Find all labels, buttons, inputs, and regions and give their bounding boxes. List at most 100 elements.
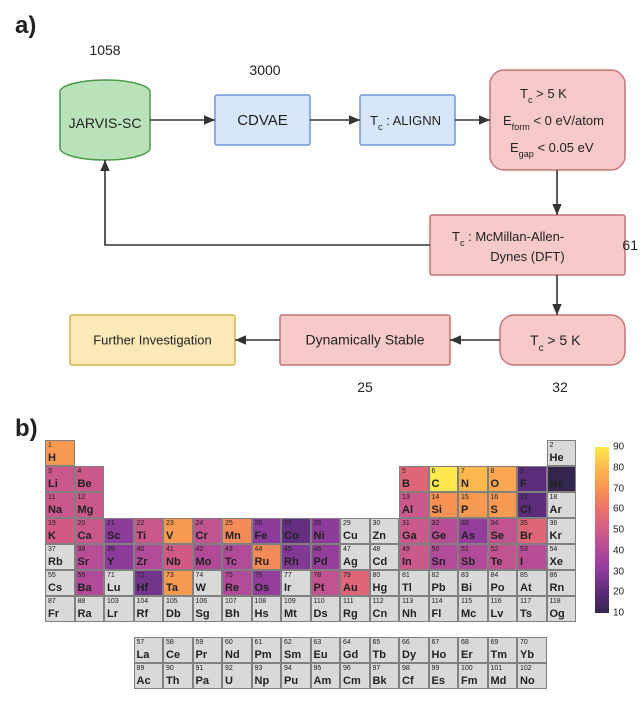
pt-sym: Fr — [48, 608, 59, 620]
pt-num: 48 — [373, 546, 381, 553]
pt-num: 53 — [520, 546, 528, 553]
pt-num: 8 — [491, 468, 495, 475]
pt-sym: In — [402, 556, 412, 568]
pt-V: 23V — [163, 518, 193, 544]
pt-Md: 101Md — [488, 663, 518, 689]
pt-Sb: 51Sb — [458, 544, 488, 570]
colorbar-tick: 40 — [613, 545, 624, 556]
pt-Ni: 28Ni — [311, 518, 341, 544]
pt-num: 9 — [520, 468, 524, 475]
pt-num: 101 — [491, 665, 503, 672]
pt-sym: Fe — [255, 530, 268, 542]
pt-sym: Sm — [284, 649, 301, 661]
pt-num: 109 — [284, 598, 296, 605]
pt-sym: Ni — [314, 530, 325, 542]
pt-sym: Ra — [78, 608, 92, 620]
pt-num: 86 — [550, 572, 558, 579]
pt-sym: Am — [314, 675, 332, 687]
pt-sym: Pr — [196, 649, 208, 661]
pt-Es: 99Es — [429, 663, 459, 689]
pt-C: 6C — [429, 466, 459, 492]
pt-Ti: 22Ti — [134, 518, 164, 544]
pt-num: 106 — [196, 598, 208, 605]
node-cdvae: CDVAE — [215, 95, 310, 145]
pt-Ge: 32Ge — [429, 518, 459, 544]
pt-sym: Ne — [550, 478, 564, 490]
pt-num: 54 — [550, 546, 558, 553]
pt-num: 102 — [520, 665, 532, 672]
pt-num: 39 — [107, 546, 115, 553]
pt-sym: Mo — [196, 556, 212, 568]
pt-num: 11 — [48, 494, 55, 501]
pt-sym: Br — [520, 530, 532, 542]
pt-num: 34 — [491, 520, 499, 527]
pt-Nd: 60Nd — [222, 637, 252, 663]
pt-sym: Ac — [137, 675, 151, 687]
pt-sym: Es — [432, 675, 445, 687]
pt-Sn: 50Sn — [429, 544, 459, 570]
pt-sym: Pa — [196, 675, 209, 687]
pt-Mg: 12Mg — [75, 492, 105, 518]
pt-Hf: 72Hf — [134, 570, 164, 596]
pt-num: 21 — [107, 520, 115, 527]
pt-Pb: 82Pb — [429, 570, 459, 596]
colorbar-tick: 80 — [613, 462, 624, 473]
pt-num: 93 — [255, 665, 263, 672]
pt-sym: Cd — [373, 556, 388, 568]
pt-num: 95 — [314, 665, 322, 672]
pt-sym: Bh — [225, 608, 240, 620]
pt-num: 62 — [284, 639, 292, 646]
pt-num: 96 — [343, 665, 351, 672]
pt-Te: 52Te — [488, 544, 518, 570]
pt-num: 117 — [520, 598, 531, 605]
pt-num: 51 — [461, 546, 469, 553]
pt-num: 6 — [432, 468, 436, 475]
pt-num: 114 — [432, 598, 443, 605]
pt-num: 12 — [78, 494, 86, 501]
pt-Ds: 110Ds — [311, 596, 341, 622]
svg-text:JARVIS-SC: JARVIS-SC — [69, 115, 142, 131]
pt-num: 67 — [432, 639, 440, 646]
pt-sym: Ir — [284, 582, 291, 594]
pt-sym: H — [48, 452, 56, 464]
pt-Tc: 43Tc — [222, 544, 252, 570]
pt-Ts: 117Ts — [517, 596, 547, 622]
pt-Og: 118Og — [547, 596, 577, 622]
pt-sym: Xe — [550, 556, 563, 568]
pt-sym: No — [520, 675, 535, 687]
pt-sym: K — [48, 530, 56, 542]
pt-num: 33 — [461, 520, 469, 527]
svg-text:Dynamically Stable: Dynamically Stable — [305, 332, 424, 348]
pt-sym: I — [520, 556, 523, 568]
pt-Pr: 59Pr — [193, 637, 223, 663]
pt-num: 44 — [255, 546, 263, 553]
pt-num: 83 — [461, 572, 469, 579]
pt-num: 2 — [550, 442, 554, 449]
pt-num: 87 — [48, 598, 56, 605]
pt-sym: Co — [284, 530, 299, 542]
pt-sym: Og — [550, 608, 565, 620]
flow-count-2: 61 — [622, 237, 638, 253]
pt-Ir: 77Ir — [281, 570, 311, 596]
pt-num: 41 — [166, 546, 174, 553]
pt-Cn: 112Cn — [370, 596, 400, 622]
pt-sym: Nb — [166, 556, 181, 568]
pt-sym: Se — [491, 530, 504, 542]
pt-Cs: 55Cs — [45, 570, 75, 596]
pt-num: 94 — [284, 665, 292, 672]
pt-num: 80 — [373, 572, 381, 579]
pt-Hs: 108Hs — [252, 596, 282, 622]
pt-Y: 39Y — [104, 544, 134, 570]
pt-La: 57La — [134, 637, 164, 663]
pt-sym: Tc — [225, 556, 237, 568]
pt-sym: Si — [432, 504, 442, 516]
pt-sym: Np — [255, 675, 270, 687]
pt-num: 78 — [314, 572, 322, 579]
pt-sym: As — [461, 530, 475, 542]
pt-Cf: 98Cf — [399, 663, 429, 689]
pt-num: 50 — [432, 546, 440, 553]
pt-Am: 95 Am — [311, 663, 341, 689]
pt-Cm: 96Cm — [340, 663, 370, 689]
colorbar-tick: 70 — [613, 483, 624, 494]
pt-sym: He — [550, 452, 564, 464]
